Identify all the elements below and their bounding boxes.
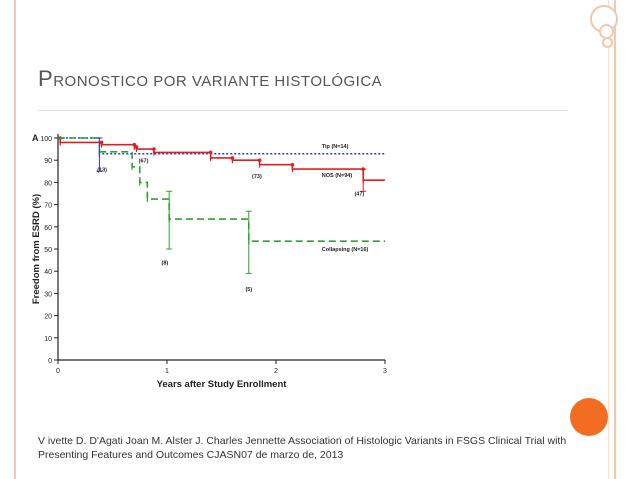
slide-frame-left xyxy=(14,0,16,479)
y-tick-label: 60 xyxy=(44,225,52,232)
count-annotation: (73) xyxy=(252,174,262,180)
y-tick-label: 90 xyxy=(44,158,52,165)
event-marker xyxy=(134,145,139,149)
panel-label: A xyxy=(32,133,39,143)
chart-series-layer xyxy=(58,136,385,274)
event-marker xyxy=(230,156,235,160)
x-tick-label: 0 xyxy=(56,368,60,375)
series-legend-label: Tip (N=14) xyxy=(322,144,349,150)
count-annotation: (47) xyxy=(354,192,364,198)
accent-circle xyxy=(570,398,608,436)
y-tick-label: 10 xyxy=(44,336,52,343)
count-annotation: (8) xyxy=(162,261,169,267)
series-legend-label: Collapsing (N=16) xyxy=(322,247,369,253)
y-tick-label: 40 xyxy=(44,269,52,276)
x-tick-label: 1 xyxy=(165,368,169,375)
y-tick-label: 0 xyxy=(48,358,52,365)
event-marker xyxy=(152,147,156,151)
slide-title-rest: RONOSTICO POR VARIANTE HISTOLÓGICA xyxy=(53,73,383,90)
series-line-2 xyxy=(58,137,385,243)
count-annotation: (13) xyxy=(97,167,107,173)
series-legend-label: NOS (N=94) xyxy=(322,173,353,179)
event-marker xyxy=(132,142,137,147)
y-tick-label: 80 xyxy=(44,180,52,187)
chart-axes: 0 10 20 30 40 50 60 70 80 90 100 0 1 2 3 xyxy=(40,134,387,375)
x-tick-label: 2 xyxy=(274,368,278,375)
survival-chart: 0 10 20 30 40 50 60 70 80 90 100 0 1 2 3 Years after S… xyxy=(31,133,387,390)
citation-line-1: V ivette D. D'Agati Joan M. Alster J. Ch… xyxy=(38,435,567,447)
y-tick-label: 70 xyxy=(44,203,52,210)
y-tick-label: 50 xyxy=(44,247,52,254)
x-axis-label: Years after Study Enrollment xyxy=(157,379,288,390)
slide-frame-right xyxy=(614,0,616,479)
count-annotation: (67) xyxy=(139,158,149,164)
event-marker xyxy=(208,150,213,155)
slide-title: PRONOSTICO POR VARIANTE HISTOLÓGICA xyxy=(38,66,382,92)
y-axis-label: Freedom from ESRD (%) xyxy=(31,194,42,304)
event-marker xyxy=(257,158,262,162)
citation-caption: V ivette D. D'Agati Joan M. Alster J. Ch… xyxy=(38,434,568,462)
slide-title-initial: P xyxy=(38,66,54,91)
title-divider xyxy=(38,110,568,111)
chart-labels-layer: Years after Study Enrollment Freedom from… xyxy=(31,133,369,390)
y-tick-label: 100 xyxy=(40,136,52,143)
x-tick-label: 3 xyxy=(383,368,387,375)
slide-frame-inner-right xyxy=(608,0,609,479)
y-tick-label: 20 xyxy=(44,314,52,321)
event-marker xyxy=(99,140,104,145)
decorative-circle-small xyxy=(602,37,613,48)
event-marker xyxy=(290,162,295,167)
y-tick-label: 30 xyxy=(44,291,52,298)
count-annotation: (5) xyxy=(245,287,252,293)
citation-line-2: Presenting Features and Outcomes CJASN07… xyxy=(38,449,344,461)
